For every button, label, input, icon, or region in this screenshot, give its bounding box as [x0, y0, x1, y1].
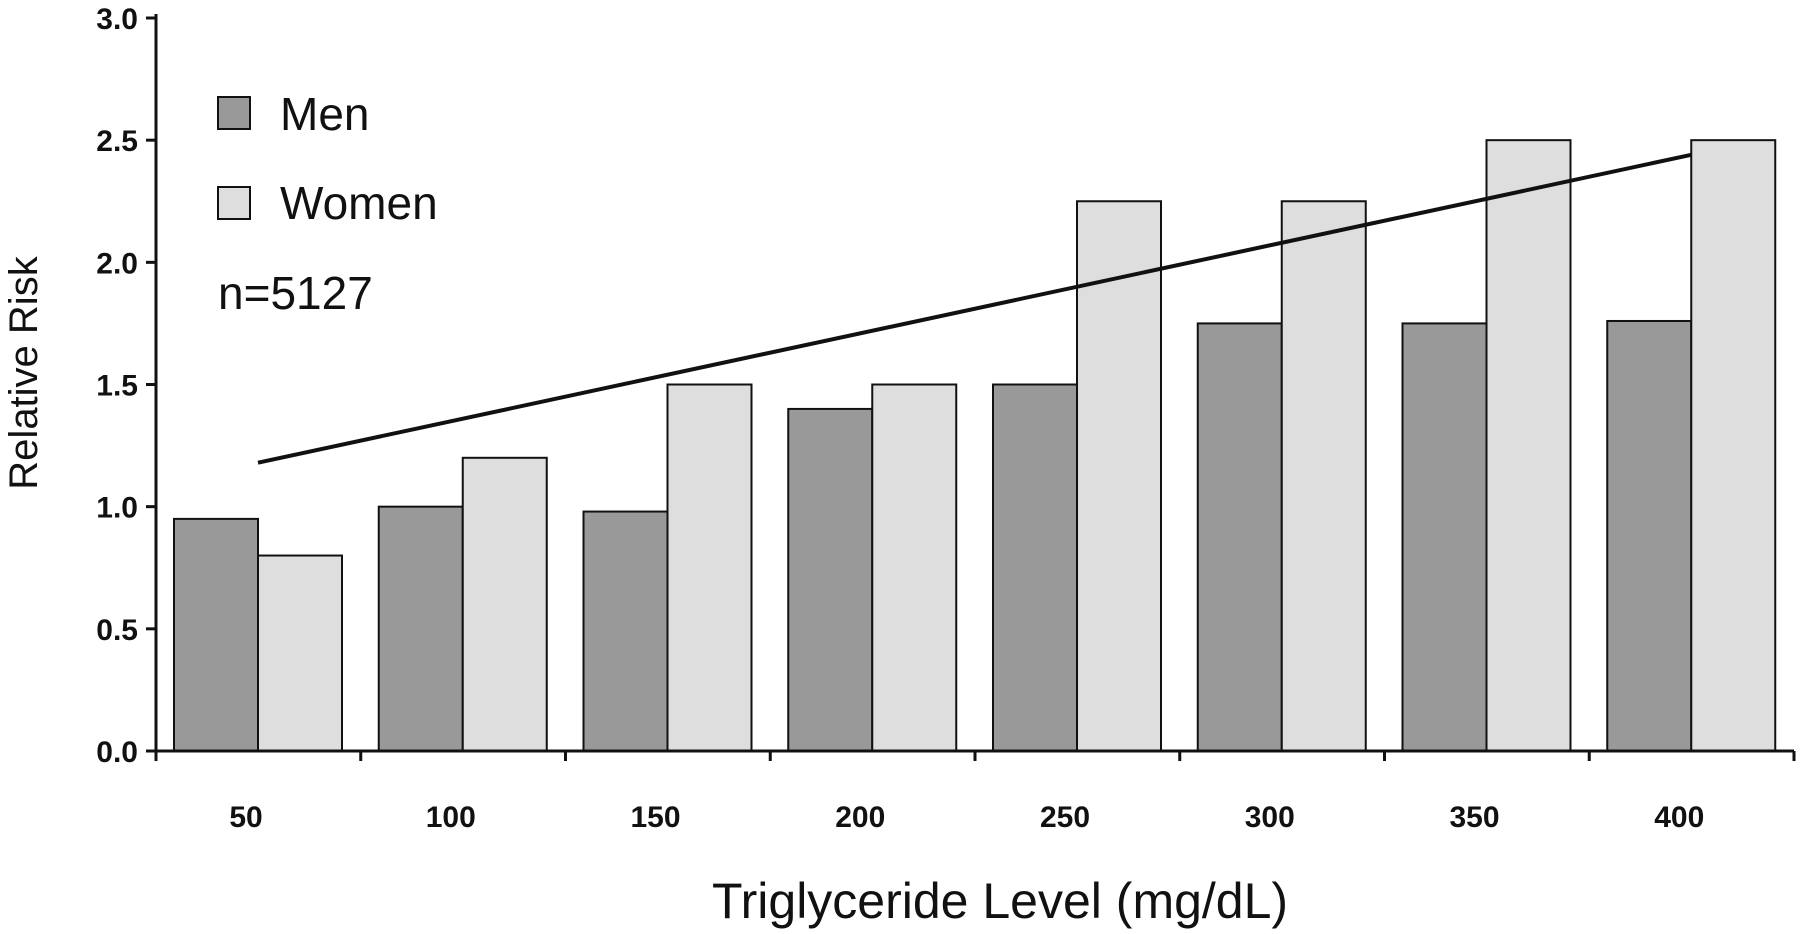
- y-tick-label: 3.0: [96, 3, 138, 36]
- bar-men-100: [377, 505, 464, 752]
- legend-swatch-women: [217, 186, 251, 220]
- bar-women-300: [1280, 200, 1367, 752]
- bar-men-350: [1401, 322, 1488, 752]
- y-axis-title: Relative Risk: [2, 255, 46, 489]
- axes-group: 0.0 0.5 1.0 1.5 2.0 2.5 3.0 50 100 150 200 250 300 35…: [96, 3, 1796, 834]
- legend: Men Women n=5127: [217, 88, 438, 319]
- x-tick-label: 350: [1449, 801, 1499, 834]
- bar-women-200: [871, 383, 958, 752]
- y-tick-label: 0.0: [96, 736, 138, 769]
- bar-women-400: [1690, 139, 1777, 752]
- x-tick-label: 400: [1654, 801, 1704, 834]
- y-tick-label: 1.0: [96, 492, 138, 525]
- y-tick-label: 0.5: [96, 614, 138, 647]
- bars-group: [173, 139, 1777, 753]
- y-tick-label: 2.0: [96, 247, 138, 280]
- bar-men-400: [1606, 319, 1693, 752]
- bar-women-150: [666, 383, 753, 752]
- x-tick-label: 100: [426, 801, 476, 834]
- bar-men-150: [582, 510, 669, 753]
- bar-women-100: [461, 456, 548, 752]
- x-tick-label: 150: [630, 801, 680, 834]
- y-tick-label: 2.5: [96, 125, 138, 158]
- x-axis-title: Triglyceride Level (mg/dL): [712, 873, 1288, 929]
- bar-women-50: [257, 554, 343, 752]
- y-tick-label: 1.5: [96, 370, 138, 403]
- bar-men-200: [787, 407, 874, 752]
- x-tick-label: 300: [1245, 801, 1295, 834]
- x-tick-label: 200: [835, 801, 885, 834]
- bar-women-250: [1076, 200, 1162, 752]
- trend-line: [257, 152, 1692, 465]
- sample-size-annotation: n=5127: [218, 267, 373, 319]
- x-tick-label: 250: [1040, 801, 1090, 834]
- bar-men-300: [1196, 322, 1283, 752]
- legend-label-men: Men: [280, 88, 369, 140]
- bar-women-350: [1485, 139, 1572, 752]
- bar-men-50: [173, 517, 259, 753]
- legend-label-women: Women: [280, 177, 438, 229]
- legend-swatch-men: [217, 96, 251, 130]
- x-tick-label: 50: [229, 801, 262, 834]
- bar-men-250: [992, 383, 1078, 752]
